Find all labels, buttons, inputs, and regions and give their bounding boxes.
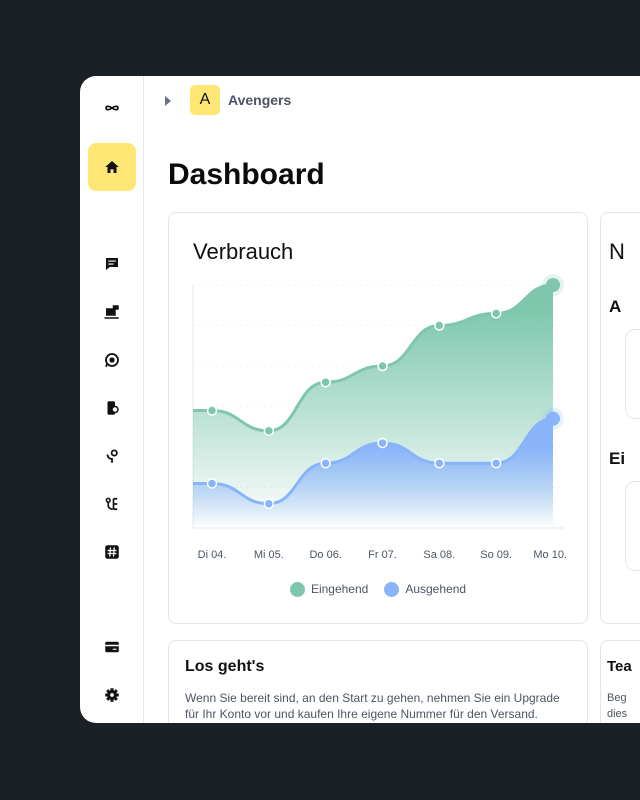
legend-item-outgoing[interactable]: Ausgehend [384,582,467,598]
expand-caret-icon[interactable] [165,96,171,106]
data-point [263,498,275,509]
workspace-header: A Avengers [144,76,640,124]
x-tick-label: Do 06. [309,549,341,561]
logo-infinity-icon[interactable] [88,84,136,132]
x-tick-label: Mo 10. [533,549,567,561]
section-box [625,481,640,571]
legend-swatch [384,582,400,598]
data-point [206,405,218,416]
getting-started-text: Wenn Sie bereit sind, an den Start zu ge… [185,691,560,705]
team-card-text: Beg [607,692,627,704]
data-point [546,278,560,292]
getting-started-title: Los geht's [185,658,265,675]
legend-label: Ausgehend [405,582,467,596]
sidebar [80,76,144,723]
usage-chart: Di 04. Mi 05. Do 06. Fr 07. Sa 08. So 09. Mo 1… [192,274,567,561]
flow-icon[interactable] [88,480,136,528]
section-title: A [609,297,622,316]
getting-started-card: Los geht's Wenn Sie bereit sind, an den … [168,640,588,723]
data-point [546,411,560,426]
data-point [206,478,218,489]
numbers-card-title: N [609,239,625,264]
phone-verified-icon[interactable] [88,384,136,432]
x-tick-label: Mi 05. [254,549,284,561]
workspace-name[interactable]: Avengers [228,92,292,108]
microphone-icon[interactable] [88,432,136,480]
data-point [434,457,445,469]
chat-icon[interactable] [88,240,136,288]
x-tick-label: So 09. [480,549,512,561]
data-point [263,425,275,437]
usage-card-title: Verbrauch [193,239,294,264]
section-title: Ei [609,449,626,468]
app-window: A Avengers Dashboard Verbrauch Di 04. Mi … [80,76,640,723]
section-box [625,329,640,419]
workspace-avatar[interactable]: A [190,85,220,115]
legend-label: Eingehend [310,582,369,596]
chart-legend: Eingehend Ausgehend [169,582,587,598]
home-icon[interactable] [88,143,136,191]
data-point [377,437,388,449]
team-card-title: Tea [607,658,632,675]
data-point [320,457,331,469]
data-point [434,320,445,331]
team-card: Tea Beg dies [600,640,640,723]
numbers-card: N A Ei [600,212,640,624]
x-tick-label: Fr 07. [368,549,397,561]
usage-card: Verbrauch Di 04. Mi 05. Do 06. Fr 07. Sa 08.… [168,212,588,624]
team-card-text: dies [607,708,628,720]
whatsapp-icon[interactable] [88,336,136,384]
data-point [320,376,331,388]
data-point [377,360,388,372]
x-tick-label: Sa 08. [423,549,455,561]
legend-item-incoming[interactable]: Eingehend [289,582,369,598]
data-point [490,308,502,319]
settings-gear-icon[interactable] [88,671,136,719]
data-point [490,457,502,469]
legend-swatch [289,582,305,598]
hashtag-icon[interactable] [88,528,136,576]
inbox-laptop-icon[interactable] [88,288,136,336]
getting-started-text: für Ihr Konto vor und kaufen Ihre eigene… [185,707,538,721]
credit-card-icon[interactable] [88,623,136,671]
page-title: Dashboard [168,158,325,191]
x-tick-label: Di 04. [198,549,227,561]
